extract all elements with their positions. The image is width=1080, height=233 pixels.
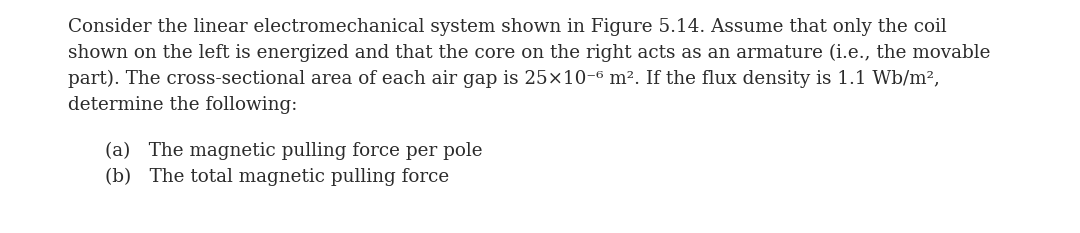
Text: determine the following:: determine the following: xyxy=(68,96,297,114)
Text: (b) The total magnetic pulling force: (b) The total magnetic pulling force xyxy=(105,168,449,186)
Text: shown on the left is energized and that the core on the right acts as an armatur: shown on the left is energized and that … xyxy=(68,44,990,62)
Text: Consider the linear electromechanical system shown in Figure 5.14. Assume that o: Consider the linear electromechanical sy… xyxy=(68,18,947,36)
Text: part). The cross-sectional area of each air gap is 25×10⁻⁶ m². If the flux densi: part). The cross-sectional area of each … xyxy=(68,70,940,88)
Text: (a) The magnetic pulling force per pole: (a) The magnetic pulling force per pole xyxy=(105,142,483,160)
